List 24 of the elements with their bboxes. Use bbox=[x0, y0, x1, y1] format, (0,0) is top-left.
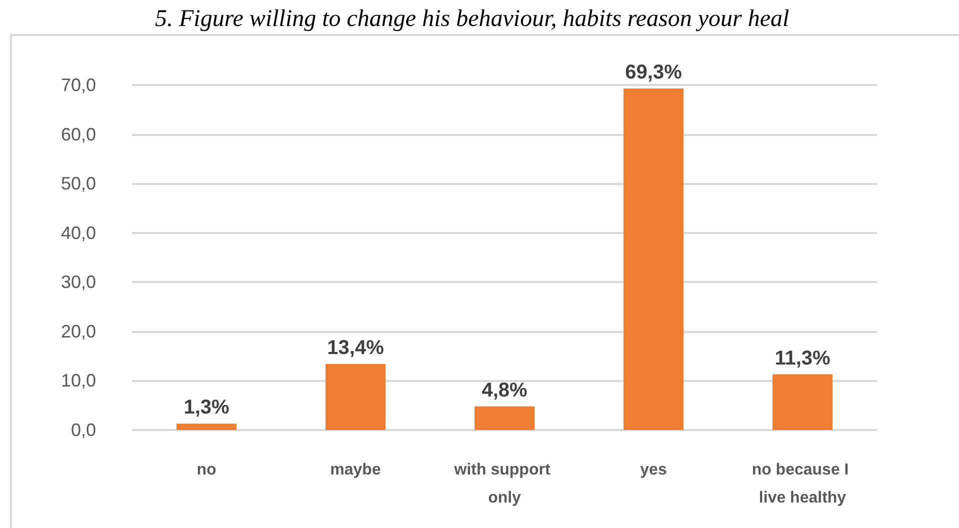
x-tick-label: with support only bbox=[453, 462, 555, 506]
x-tick-label: no because I live healthy bbox=[752, 462, 854, 506]
bar bbox=[474, 406, 534, 430]
y-tick-label: 10,0 bbox=[60, 370, 96, 391]
bar bbox=[176, 424, 236, 430]
bar bbox=[624, 88, 684, 430]
x-tick-label: maybe bbox=[330, 462, 381, 478]
y-tick-label: 30,0 bbox=[60, 272, 96, 292]
y-tick-label: 20,0 bbox=[60, 321, 96, 342]
chart-title: 5. Figure willing to change his behaviour, habits reason your heal bbox=[155, 6, 790, 32]
x-tick-label: yes bbox=[640, 462, 667, 478]
data-label: 11,3% bbox=[774, 347, 831, 370]
y-tick-label: 60,0 bbox=[60, 124, 96, 144]
data-label: 4,8% bbox=[482, 379, 528, 402]
y-tick-label: 50,0 bbox=[60, 174, 96, 194]
data-label: 1,3% bbox=[184, 396, 230, 419]
y-tick-label: 70,0 bbox=[60, 75, 96, 95]
data-label: 13,4% bbox=[327, 336, 384, 359]
bar bbox=[326, 364, 386, 430]
y-tick-label: 40,0 bbox=[60, 222, 96, 243]
x-tick-label: no bbox=[196, 462, 216, 478]
y-tick-label: 0,0 bbox=[70, 420, 96, 440]
data-label: 69,3% bbox=[625, 61, 682, 84]
bar bbox=[772, 374, 832, 430]
